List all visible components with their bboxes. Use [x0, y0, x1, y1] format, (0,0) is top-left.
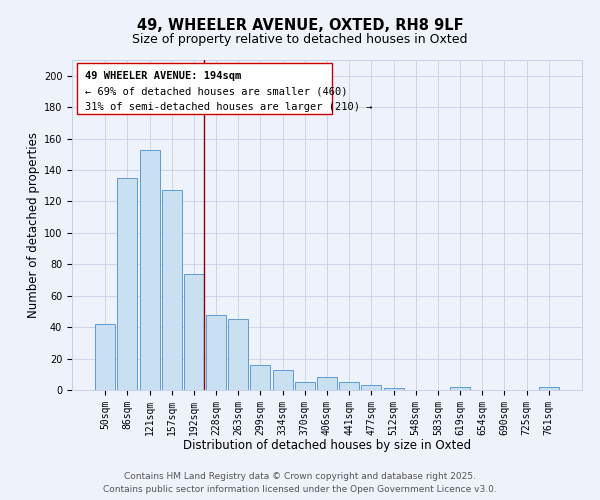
Bar: [383, 388, 404, 390]
Bar: [450, 387, 470, 390]
Bar: [206, 314, 226, 390]
Bar: [118, 178, 137, 390]
Bar: [272, 370, 293, 390]
Text: Size of property relative to detached houses in Oxted: Size of property relative to detached ho…: [132, 32, 468, 46]
X-axis label: Distribution of detached houses by size in Oxted: Distribution of detached houses by size …: [183, 439, 471, 452]
Bar: [162, 190, 182, 390]
Text: 49 WHEELER AVENUE: 194sqm: 49 WHEELER AVENUE: 194sqm: [85, 70, 241, 81]
Bar: [228, 320, 248, 390]
Bar: [539, 387, 559, 390]
Bar: [317, 378, 337, 390]
Text: Contains HM Land Registry data © Crown copyright and database right 2025.
Contai: Contains HM Land Registry data © Crown c…: [103, 472, 497, 494]
Bar: [184, 274, 204, 390]
FancyBboxPatch shape: [77, 64, 332, 114]
Bar: [250, 365, 271, 390]
Text: ← 69% of detached houses are smaller (460): ← 69% of detached houses are smaller (46…: [85, 86, 347, 97]
Text: 31% of semi-detached houses are larger (210) →: 31% of semi-detached houses are larger (…: [85, 102, 372, 112]
Bar: [339, 382, 359, 390]
Bar: [361, 386, 382, 390]
Bar: [140, 150, 160, 390]
Bar: [295, 382, 315, 390]
Bar: [95, 324, 115, 390]
Text: 49, WHEELER AVENUE, OXTED, RH8 9LF: 49, WHEELER AVENUE, OXTED, RH8 9LF: [137, 18, 463, 32]
Y-axis label: Number of detached properties: Number of detached properties: [26, 132, 40, 318]
